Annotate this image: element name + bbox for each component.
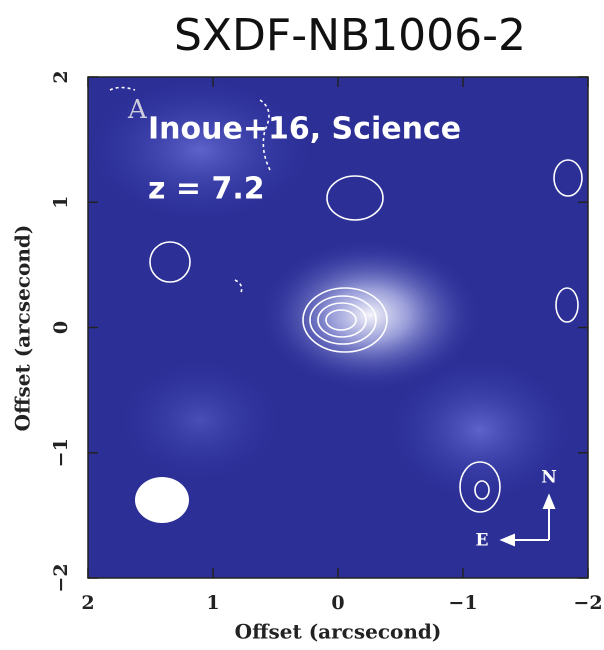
figure: SXDF-NB1006-2 A In [0, 0, 604, 650]
y-tick-label: 0 [50, 321, 72, 334]
y-tick-label: 1 [50, 196, 72, 209]
annotation: Inoue+16, Science [148, 112, 461, 147]
y-axis-label: Offset (arcsecond) [11, 225, 35, 432]
x-tick-label: −2 [573, 592, 602, 614]
compass-label: E [476, 531, 489, 551]
x-axis-label: Offset (arcsecond) [235, 620, 442, 644]
x-tick-label: −1 [448, 592, 477, 614]
y-tick-label: 2 [50, 70, 72, 83]
x-tick-label: 2 [81, 592, 94, 614]
y-tick-label: −2 [50, 563, 72, 592]
y-tick-label: −1 [50, 438, 72, 467]
x-tick-label: 1 [206, 592, 219, 614]
chart-title: SXDF-NB1006-2 [174, 10, 526, 61]
annotation: z = 7.2 [148, 172, 265, 207]
x-tick-label: 0 [331, 592, 344, 614]
image [88, 77, 588, 578]
panel-label: A [127, 95, 148, 125]
compass-label: N [541, 468, 557, 488]
